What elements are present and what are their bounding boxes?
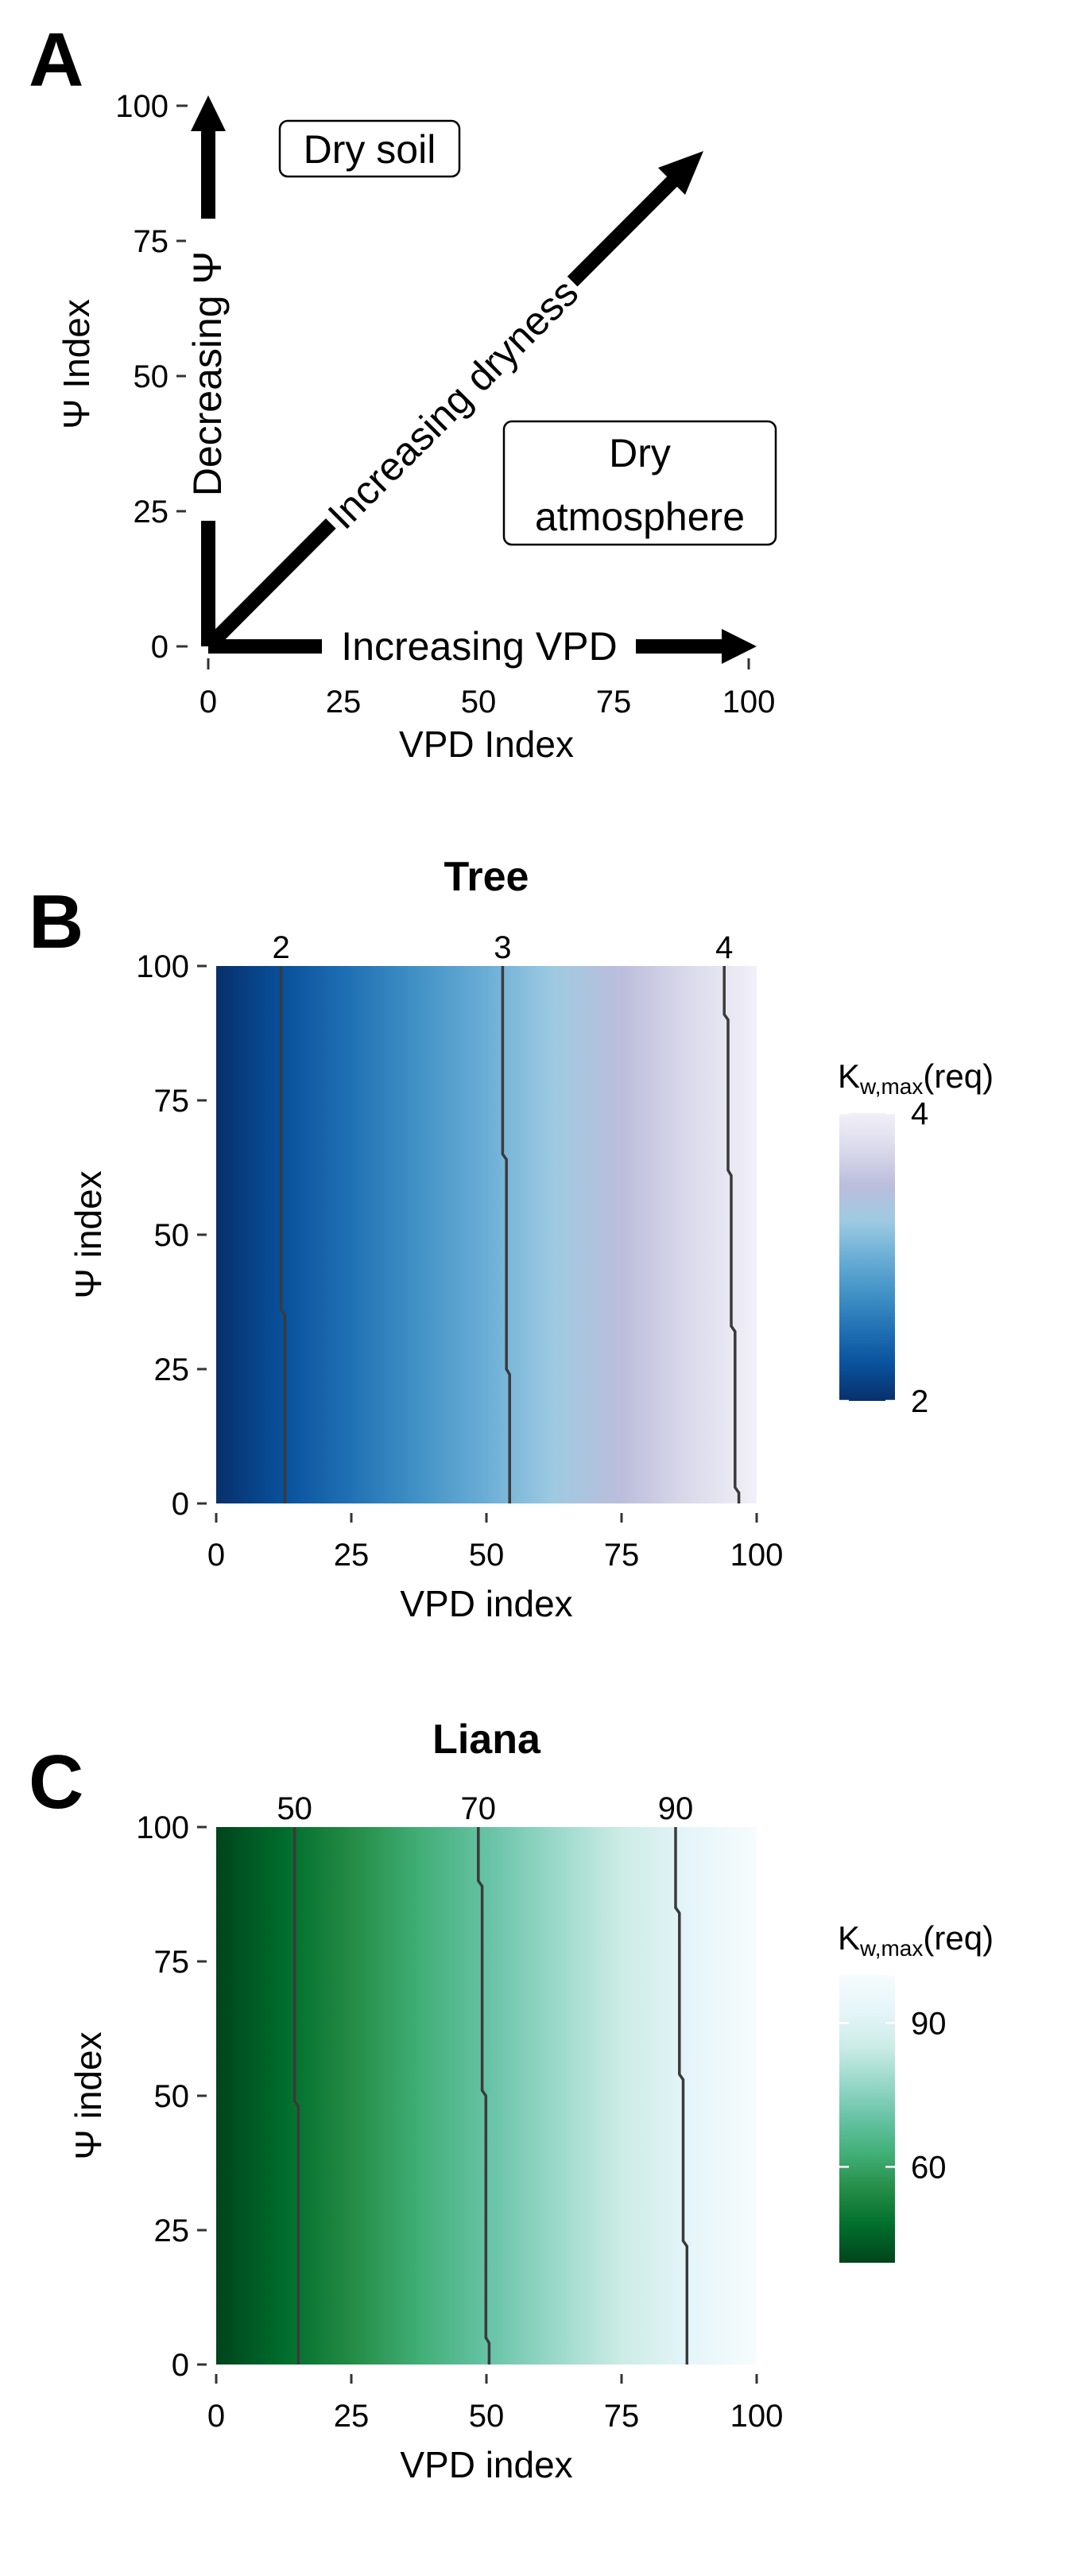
tree-contour-label: 2 xyxy=(272,930,289,965)
x-tick-label: 75 xyxy=(596,685,632,720)
liana-x-tick-label: 0 xyxy=(207,2399,225,2434)
arrow-diagonal-label-bg xyxy=(312,263,594,545)
tree-colorbar-ticks: 24 xyxy=(839,1096,928,1419)
tree-x-tick-label: 75 xyxy=(604,1538,640,1573)
liana-y-tick-label: 75 xyxy=(154,1945,190,1980)
liana-colorbar-tick-label: 60 xyxy=(911,2150,947,2185)
panel-a-y-axis-label: Ψ Index xyxy=(56,299,97,429)
tree-contour-label: 3 xyxy=(494,930,511,965)
panel-a-x-ticks: 0 25 50 75 100 xyxy=(199,658,776,720)
liana-contours xyxy=(292,1827,689,2365)
dry-atmosphere-box xyxy=(502,420,777,546)
liana-legend-title-tail: (req) xyxy=(923,1919,994,1957)
tree-y-tick-label: 25 xyxy=(154,1352,190,1387)
dry-soil-label: Dry soil xyxy=(304,127,436,172)
tree-colorbar-tick-label: 4 xyxy=(911,1096,928,1131)
tree-contours xyxy=(279,966,741,1503)
panel-b: B Tree 2 3 4 0 25 50 75 100 0 25 50 75 100 VPD ind… xyxy=(29,854,994,1624)
dry-atmosphere-label-line2: atmosphere xyxy=(535,495,745,539)
tree-x-ticks: 0 25 50 75 100 xyxy=(207,1513,784,1573)
arrow-up-head xyxy=(191,95,226,131)
liana-colorbar xyxy=(839,1975,895,2263)
y-tick-label: 50 xyxy=(134,359,169,394)
liana-y-tick-label: 100 xyxy=(136,1810,189,1845)
panel-letter-b: B xyxy=(29,879,83,964)
tree-legend-title: Kw,max(req) xyxy=(838,1057,994,1099)
tree-legend-title-tail: (req) xyxy=(923,1057,994,1095)
tree-contour-labels: 2 3 4 xyxy=(272,930,733,965)
y-tick-label: 0 xyxy=(151,630,169,665)
liana-y-ticks: 0 25 50 75 100 xyxy=(136,1810,207,2383)
tree-contour-line xyxy=(279,966,287,1503)
liana-y-tick-label: 0 xyxy=(172,2348,189,2383)
tree-x-tick-label: 100 xyxy=(730,1538,784,1573)
dry-soil-box xyxy=(278,119,461,178)
arrow-right-head xyxy=(722,629,757,664)
tree-x-tick-label: 50 xyxy=(469,1538,505,1573)
liana-x-tick-label: 100 xyxy=(730,2399,784,2434)
tree-y-tick-label: 75 xyxy=(154,1084,190,1119)
tree-legend-title-sub: w,max xyxy=(859,1074,923,1099)
dry-atmosphere-label-line1: Dry xyxy=(609,431,671,475)
y-tick-label: 75 xyxy=(134,224,169,259)
panel-letter-c: C xyxy=(29,1740,83,1825)
liana-contour-label: 50 xyxy=(277,1791,312,1826)
y-tick-label: 25 xyxy=(134,495,169,530)
liana-x-tick-label: 25 xyxy=(334,2399,370,2434)
tree-contour-label: 4 xyxy=(715,930,733,965)
liana-contour-label: 70 xyxy=(461,1791,497,1826)
liana-contour-labels: 50 70 90 xyxy=(277,1791,693,1826)
liana-contour-label: 90 xyxy=(658,1791,694,1826)
x-tick-label: 25 xyxy=(326,685,362,720)
tree-y-axis-label: Ψ index xyxy=(68,1170,109,1298)
x-tick-label: 100 xyxy=(722,685,776,720)
liana-contour-line xyxy=(674,1827,689,2365)
x-tick-label: 0 xyxy=(199,685,217,720)
arrow-up-label: Decreasing Ψ xyxy=(185,251,230,497)
tree-y-tick-label: 100 xyxy=(136,949,189,984)
panel-c-title: Liana xyxy=(432,1717,541,1763)
liana-colorbar-ticks: 60 90 xyxy=(839,2006,947,2185)
x-tick-label: 50 xyxy=(461,685,497,720)
tree-x-axis-label: VPD index xyxy=(400,1583,572,1624)
tree-contour-line xyxy=(722,966,741,1503)
liana-x-axis-label: VPD index xyxy=(400,2444,572,2485)
panel-a-x-axis-label: VPD Index xyxy=(399,724,574,765)
tree-y-tick-label: 50 xyxy=(154,1218,190,1253)
liana-y-tick-label: 25 xyxy=(154,2213,190,2248)
tree-colorbar xyxy=(839,1113,895,1401)
liana-contour-line xyxy=(292,1827,300,2365)
y-tick-label: 100 xyxy=(115,89,169,124)
tree-y-tick-label: 0 xyxy=(172,1487,189,1522)
panel-c: C Liana 50 70 90 0 25 50 75 100 0 25 50 75 100 VPD… xyxy=(29,1717,994,2485)
arrow-up-label-bg xyxy=(186,219,230,521)
tree-heatmap xyxy=(216,966,757,1503)
liana-legend-title: Kw,max(req) xyxy=(838,1919,994,1961)
panel-b-title: Tree xyxy=(444,854,529,900)
liana-x-ticks: 0 25 50 75 100 xyxy=(207,2374,784,2434)
arrow-diagonal-head xyxy=(658,151,703,195)
arrow-right-label-bg xyxy=(322,620,636,671)
tree-legend-title-main: K xyxy=(838,1057,860,1095)
tree-x-tick-label: 0 xyxy=(207,1538,225,1573)
panel-a-y-ticks: 100 75 50 25 0 xyxy=(115,89,188,665)
panel-a: A 100 75 50 25 0 0 25 50 75 100 VPD Inde… xyxy=(29,17,777,765)
liana-legend-title-main: K xyxy=(838,1919,860,1957)
panel-letter-a: A xyxy=(29,17,83,103)
liana-legend-title-sub: w,max xyxy=(859,1936,923,1961)
arrow-right-label: Increasing VPD xyxy=(341,624,617,669)
tree-colorbar-tick-label: 2 xyxy=(911,1384,928,1419)
tree-contour-line xyxy=(501,966,511,1503)
tree-x-tick-label: 25 xyxy=(334,1538,370,1573)
liana-x-tick-label: 75 xyxy=(604,2399,640,2434)
liana-contour-line xyxy=(477,1827,491,2365)
liana-x-tick-label: 50 xyxy=(469,2399,505,2434)
tree-y-ticks: 0 25 50 75 100 xyxy=(136,949,207,1522)
liana-y-axis-label: Ψ index xyxy=(68,2031,109,2159)
liana-colorbar-tick-label: 90 xyxy=(911,2006,947,2041)
liana-y-tick-label: 50 xyxy=(154,2079,190,2114)
